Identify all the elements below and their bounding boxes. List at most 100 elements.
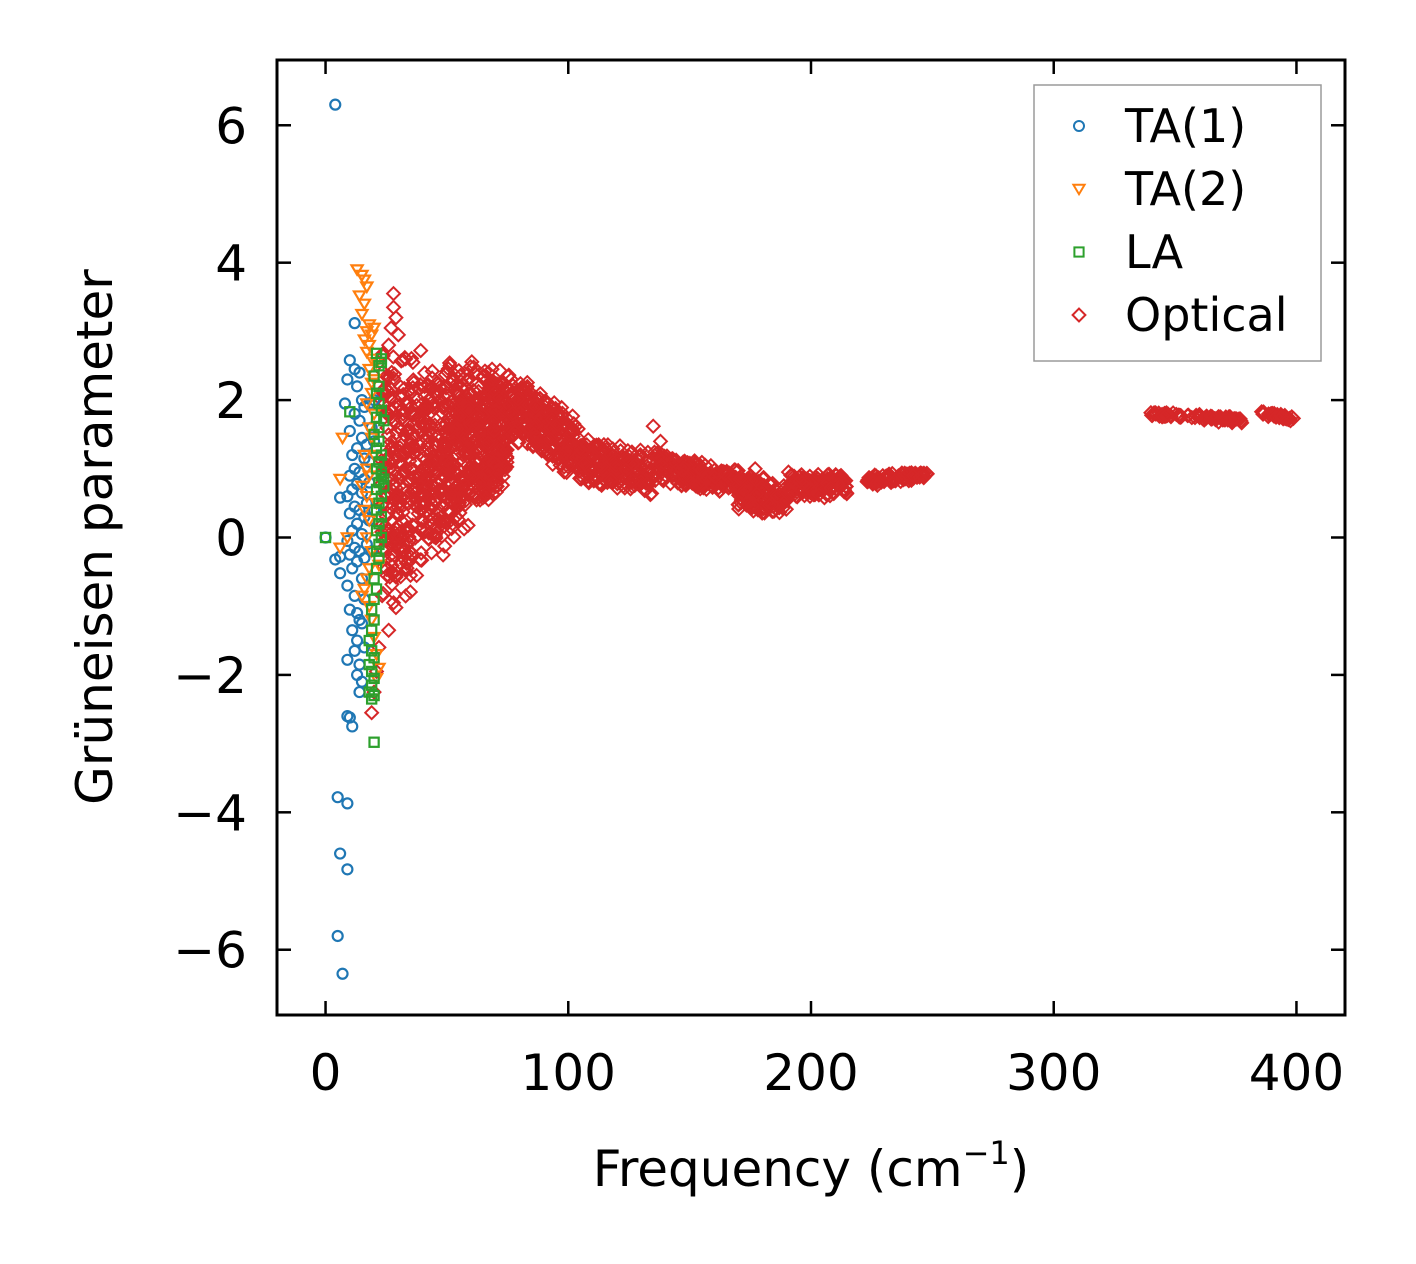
optical-point (385, 370, 402, 386)
optical-point (384, 576, 400, 593)
optical-point (1194, 411, 1211, 427)
x-tick-label: 200 (763, 1044, 858, 1102)
series-la (319, 347, 390, 748)
optical-point (608, 457, 624, 474)
optical-point (413, 545, 430, 561)
optical-point (442, 503, 458, 520)
optical-point (822, 480, 839, 496)
optical-point (405, 354, 421, 371)
optical-point (436, 378, 452, 395)
optical-point (537, 443, 554, 460)
optical-point (388, 309, 404, 326)
optical-point (396, 443, 412, 460)
optical-point (422, 444, 438, 461)
legend-label: TA(2) (1124, 162, 1246, 216)
optical-point (459, 398, 476, 415)
optical-point (520, 411, 537, 428)
la-point (375, 356, 388, 369)
ta2-point (354, 480, 370, 494)
optical-point (488, 417, 505, 434)
ta1-point (334, 847, 347, 860)
optical-point (470, 383, 487, 400)
optical-point (431, 514, 448, 531)
la-point (368, 736, 380, 748)
optical-point (394, 542, 411, 559)
optical-point (417, 523, 433, 540)
la-point (375, 449, 388, 461)
optical-point (722, 470, 738, 487)
optical-point (716, 466, 733, 482)
optical-point (596, 464, 613, 480)
optical-point (618, 462, 634, 478)
data-marks (319, 98, 1302, 980)
optical-point (488, 484, 505, 500)
legend-marker-optical (1071, 307, 1087, 323)
la-point (375, 531, 388, 544)
optical-point (761, 476, 777, 492)
optical-point (475, 369, 492, 386)
optical-point (674, 477, 690, 493)
optical-point (435, 399, 452, 416)
optical-point (403, 435, 420, 452)
legend-label: Optical (1125, 288, 1287, 342)
optical-point (1233, 415, 1250, 431)
optical-point (381, 368, 397, 385)
optical-point (485, 414, 502, 430)
optical-point (572, 441, 589, 457)
optical-point (440, 472, 457, 489)
ta2-point (361, 319, 377, 332)
legend-marker-ta2 (1071, 183, 1087, 197)
optical-point (807, 486, 823, 503)
la-point (365, 624, 378, 636)
optical-point (609, 480, 626, 496)
optical-point (498, 450, 515, 466)
ta1-point (336, 967, 349, 980)
optical-point (427, 384, 444, 401)
ta1-point (341, 653, 354, 666)
optical-point (501, 382, 518, 399)
la-point (365, 679, 378, 691)
optical-point (510, 391, 526, 407)
ta1-point (329, 98, 342, 111)
ta1-point (346, 720, 359, 733)
ta1-point (331, 929, 344, 943)
optical-point (466, 383, 483, 400)
ta2-point (359, 532, 375, 545)
optical-point (911, 469, 928, 485)
optical-point (399, 560, 415, 577)
ta2-point (351, 290, 368, 304)
ta1-point (341, 710, 354, 723)
ta2-point (356, 298, 372, 312)
optical-point (460, 403, 477, 419)
optical-point (506, 424, 523, 440)
optical-point (478, 440, 494, 456)
optical-point (560, 458, 576, 475)
optical-point (791, 473, 808, 489)
y-tick-label: 4 (215, 235, 247, 293)
optical-point (485, 454, 502, 471)
ta2-point (361, 515, 377, 528)
optical-point (396, 411, 413, 428)
la-point (373, 435, 385, 448)
optical-point (791, 468, 808, 485)
optical-point (393, 447, 410, 464)
x-axis-label-superscript: −1 (963, 1134, 1010, 1172)
optical-point (739, 483, 756, 500)
optical-point (914, 468, 931, 484)
la-point (370, 583, 383, 595)
optical-point (748, 472, 764, 489)
la-point (363, 658, 375, 671)
optical-point (565, 435, 581, 451)
axis-ticks: 0 100 200 300 400 −6 −4 −2 0 2 4 6 (173, 60, 1345, 1102)
la-point (373, 380, 385, 393)
optical-point (527, 398, 544, 415)
optical-point (1158, 407, 1175, 424)
optical-point (704, 478, 720, 495)
optical-point (432, 416, 449, 433)
optical-point (480, 435, 496, 451)
ta2-point (361, 422, 377, 435)
optical-point (612, 438, 628, 454)
optical-point (559, 410, 575, 427)
optical-point (423, 426, 440, 443)
